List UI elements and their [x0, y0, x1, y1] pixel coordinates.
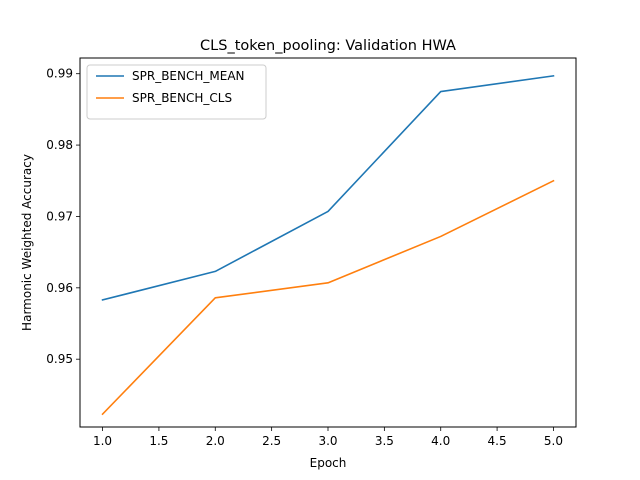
chart-title: CLS_token_pooling: Validation HWA — [200, 38, 456, 54]
series-line-2 — [101, 179, 555, 416]
y-axis: 0.95 0.96 0.97 0.98 0.99 — [46, 67, 80, 366]
x-tick-label: 4.0 — [431, 434, 450, 448]
y-axis-label: Harmonic Weighted Accuracy — [20, 154, 34, 331]
x-axis: 1.0 1.5 2.0 2.5 3.0 3.5 4.0 4.5 5.0 — [93, 427, 563, 448]
x-tick-label: 1.5 — [149, 434, 168, 448]
x-tick-label: 3.0 — [318, 434, 337, 448]
legend-box — [86, 64, 267, 120]
y-tick-label: 0.97 — [46, 209, 73, 223]
legend-label: SPR_BENCH_CLS — [132, 91, 232, 105]
series-layer — [101, 74, 555, 416]
x-tick-label: 1.0 — [93, 434, 112, 448]
x-tick-label: 3.5 — [375, 434, 394, 448]
y-tick-label: 0.95 — [46, 352, 73, 366]
series-line-1 — [101, 74, 555, 301]
legend: SPR_BENCH_MEAN SPR_BENCH_CLS — [86, 64, 267, 120]
y-tick-label: 0.99 — [46, 67, 73, 81]
x-axis-label: Epoch — [310, 456, 347, 470]
y-tick-label: 0.96 — [46, 281, 73, 295]
legend-label: SPR_BENCH_MEAN — [132, 69, 245, 83]
x-tick-label: 2.5 — [262, 434, 281, 448]
x-tick-label: 4.5 — [488, 434, 507, 448]
x-tick-label: 2.0 — [206, 434, 225, 448]
x-tick-label: 5.0 — [544, 434, 563, 448]
y-tick-label: 0.98 — [46, 138, 73, 152]
